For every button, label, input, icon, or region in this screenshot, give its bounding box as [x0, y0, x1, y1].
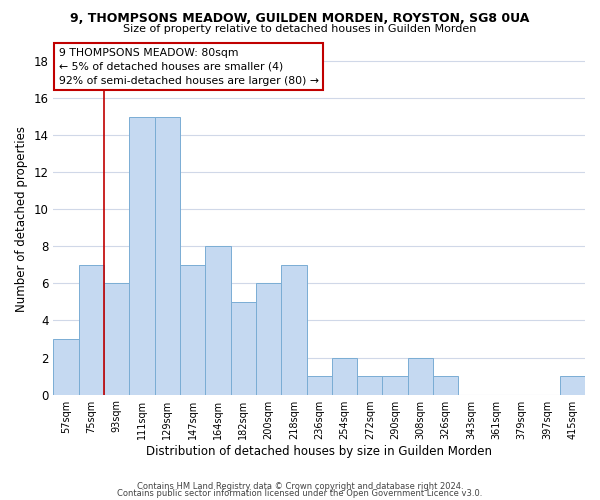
Bar	[104, 284, 130, 395]
Bar	[79, 265, 104, 394]
Text: Contains public sector information licensed under the Open Government Licence v3: Contains public sector information licen…	[118, 489, 482, 498]
Bar	[205, 246, 230, 394]
Y-axis label: Number of detached properties: Number of detached properties	[15, 126, 28, 312]
Bar	[382, 376, 408, 394]
X-axis label: Distribution of detached houses by size in Guilden Morden: Distribution of detached houses by size …	[146, 444, 492, 458]
Bar	[230, 302, 256, 394]
Bar	[53, 339, 79, 394]
Text: Contains HM Land Registry data © Crown copyright and database right 2024.: Contains HM Land Registry data © Crown c…	[137, 482, 463, 491]
Text: Size of property relative to detached houses in Guilden Morden: Size of property relative to detached ho…	[124, 24, 476, 34]
Bar	[281, 265, 307, 394]
Bar	[130, 116, 155, 394]
Bar	[307, 376, 332, 394]
Text: 9 THOMPSONS MEADOW: 80sqm
← 5% of detached houses are smaller (4)
92% of semi-de: 9 THOMPSONS MEADOW: 80sqm ← 5% of detach…	[59, 48, 319, 86]
Bar	[560, 376, 585, 394]
Text: 9, THOMPSONS MEADOW, GUILDEN MORDEN, ROYSTON, SG8 0UA: 9, THOMPSONS MEADOW, GUILDEN MORDEN, ROY…	[70, 12, 530, 26]
Bar	[357, 376, 382, 394]
Bar	[155, 116, 180, 394]
Bar	[433, 376, 458, 394]
Bar	[180, 265, 205, 394]
Bar	[408, 358, 433, 395]
Bar	[332, 358, 357, 395]
Bar	[256, 284, 281, 395]
